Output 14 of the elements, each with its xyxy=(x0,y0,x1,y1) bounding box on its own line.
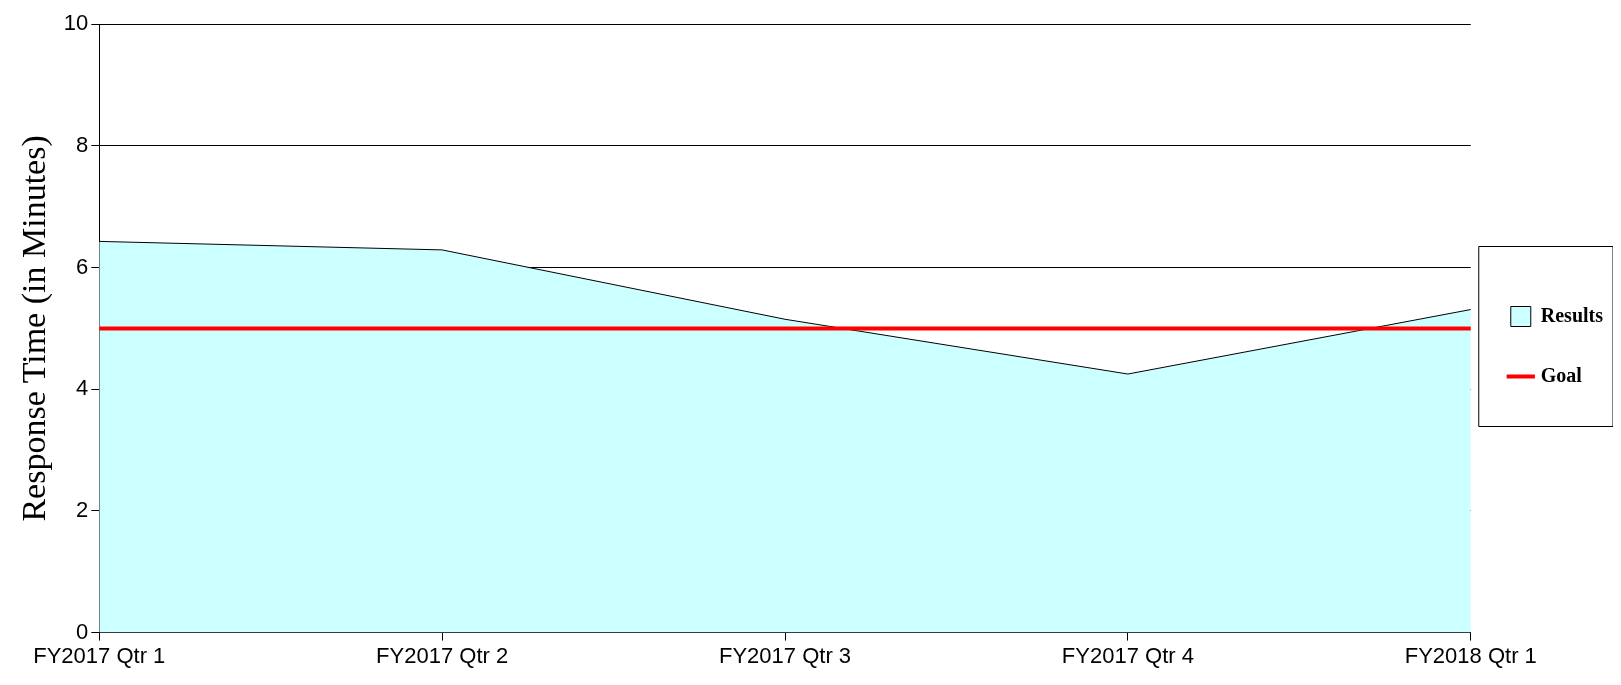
x-tick-label: FY2017 Qtr 1 xyxy=(33,642,166,668)
x-tick-label: FY2018 Qtr 1 xyxy=(1404,642,1537,668)
x-tick-label: FY2017 Qtr 3 xyxy=(718,642,852,668)
y-tick-label: 2 xyxy=(76,496,89,522)
y-tick-label: 0 xyxy=(76,618,89,644)
y-axis-title: Response Time (in Minutes) xyxy=(15,135,54,522)
y-tick-label: 6 xyxy=(76,253,89,279)
y-tick-label: 8 xyxy=(76,131,89,157)
y-tick-label: 4 xyxy=(76,375,89,401)
x-tick-label: FY2017 Qtr 2 xyxy=(376,642,509,668)
y-tick-label: 10 xyxy=(63,10,89,36)
x-tick-label: FY2017 Qtr 4 xyxy=(1061,642,1194,668)
legend-label: Results xyxy=(1540,303,1604,326)
legend-label: Goal xyxy=(1540,363,1583,386)
